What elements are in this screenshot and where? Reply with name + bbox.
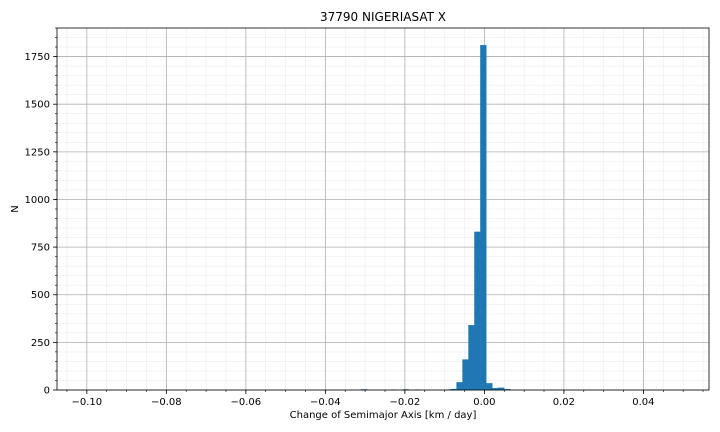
- y-tick-label: 250: [31, 338, 50, 349]
- y-tick-label: 500: [31, 290, 50, 301]
- x-tick-label: 0.02: [553, 397, 575, 408]
- y-tick-label: 1750: [25, 52, 50, 63]
- y-tick-label: 1500: [25, 100, 50, 111]
- y-tick-label: 1000: [25, 195, 50, 206]
- chart-title: 37790 NIGERIASAT X: [320, 10, 446, 24]
- x-axis: −0.10 −0.08 −0.06 −0.04 −0.02 0.00 0.02 0.04: [66, 390, 704, 408]
- x-tick-label: −0.02: [390, 397, 421, 408]
- x-tick-label: 0.00: [473, 397, 495, 408]
- histogram-bar: [480, 44, 487, 391]
- histogram-bar: [468, 325, 475, 391]
- x-tick-label: −0.06: [231, 397, 262, 408]
- x-tick-label: 0.04: [632, 397, 654, 408]
- y-axis-title: N: [10, 205, 21, 212]
- histogram-bars: [360, 44, 511, 391]
- y-tick-label: 1250: [25, 147, 50, 158]
- x-tick-label: −0.10: [71, 397, 102, 408]
- x-tick-label: −0.04: [310, 397, 341, 408]
- x-tick-label: −0.08: [151, 397, 182, 408]
- histogram-bar: [462, 359, 469, 391]
- x-axis-title: Change of Semimajor Axis [km / day]: [290, 410, 477, 421]
- y-axis: 0 250 500 750 1000 1250 1500 1750: [25, 27, 57, 397]
- y-tick-label: 750: [31, 243, 50, 254]
- histogram-bar: [486, 383, 493, 391]
- y-tick-label: 0: [44, 386, 50, 397]
- histogram-bar: [456, 382, 463, 391]
- histogram-bar: [474, 231, 481, 391]
